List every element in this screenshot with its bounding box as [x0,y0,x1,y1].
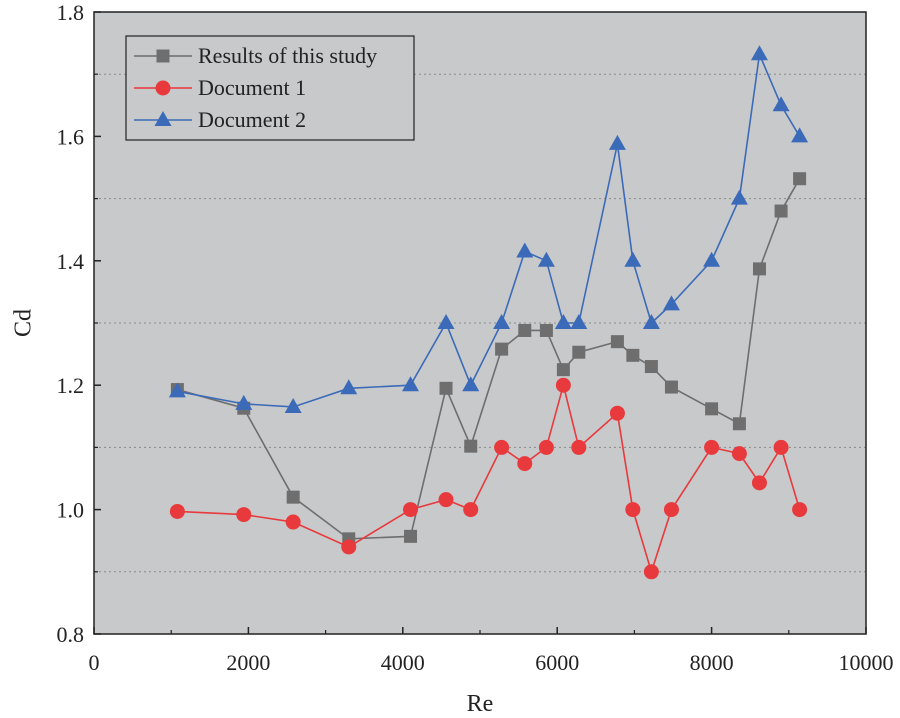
data-point [792,502,808,518]
data-point [516,242,534,258]
data-point [750,45,768,61]
data-point [730,189,748,205]
data-point [752,262,766,276]
data-point [556,363,570,377]
data-point [235,394,253,410]
y-tick-label: 1.2 [57,373,85,398]
data-point [643,564,659,580]
data-point [284,397,302,413]
series-circle [169,377,808,580]
series-square [170,172,807,546]
x-tick-label: 2000 [226,650,270,675]
legend-entry-document-1: Document 1 [134,75,306,100]
data-point [169,503,185,519]
data-point [642,314,660,329]
data-point [572,345,586,359]
data-point [439,381,453,395]
data-point [608,134,626,150]
data-point [236,507,252,523]
data-point [664,380,678,394]
data-point [625,502,641,518]
data-point [493,314,511,329]
data-point [438,492,454,508]
data-point [495,342,509,356]
legend-marker [155,80,171,96]
legend-marker [154,111,172,126]
data-point [464,439,478,453]
data-point [554,314,572,329]
data-point [286,490,300,504]
data-point [644,360,658,374]
data-point [791,127,809,143]
data-point [437,314,455,329]
tick-marks [93,11,867,635]
legend-entry-results-of-this-study: Results of this study [134,43,377,68]
y-tick-label: 1.4 [57,249,85,274]
legend: Results of this study Document 1 Documen… [125,35,415,141]
data-point [539,323,553,337]
x-axis-title: Re [467,691,494,717]
series-triangle [168,45,809,413]
data-point [610,335,624,349]
legend-label: Results of this study [198,43,377,68]
data-point [494,439,510,455]
data-point [772,96,790,112]
data-point [624,251,642,267]
legend-marker [156,49,170,63]
legend-label: Document 2 [198,107,306,132]
data-point [609,405,625,421]
data-point [751,475,767,491]
data-point [168,382,186,398]
x-tick-label: 6000 [535,650,579,675]
data-point [555,377,571,393]
data-point [341,539,357,555]
data-point [705,402,719,416]
y-tick-label: 0.8 [57,622,85,647]
y-tick-label: 1.0 [57,498,85,523]
data-point [518,323,532,337]
data-point [570,314,588,329]
x-tick-label: 0 [89,650,100,675]
data-point [626,348,640,362]
grid-lines [94,73,866,573]
data-point [285,514,301,530]
data-point [731,446,747,462]
data-point [462,376,480,392]
data-point [773,439,789,455]
x-tick-label: 8000 [690,650,734,675]
data-point [402,376,420,392]
x-tick-label: 10000 [839,650,894,675]
data-point [463,502,479,518]
x-tick-label: 4000 [381,650,425,675]
data-point [571,439,587,455]
data-point [403,502,419,518]
data-point [404,529,418,543]
series-layer [168,45,809,580]
y-tick-label: 1.6 [57,124,85,149]
data-point [340,379,358,395]
data-point [793,172,807,186]
data-point [662,295,680,311]
data-point [774,204,788,218]
data-point [537,251,555,267]
tick-labels: 0 2000 4000 6000 8000 10000 0.8 1.0 1.2 1.4 1.6 1.8 [57,0,894,675]
legend-entry-document-2: Document 2 [134,107,306,132]
y-tick-label: 1.8 [57,0,85,25]
data-point [517,456,533,472]
data-point [538,439,554,455]
data-point [663,502,679,518]
legend-label: Document 1 [198,75,306,100]
data-point [732,417,746,431]
data-point [704,439,720,455]
data-point [703,251,721,267]
y-axis-title: Cd [10,309,36,337]
